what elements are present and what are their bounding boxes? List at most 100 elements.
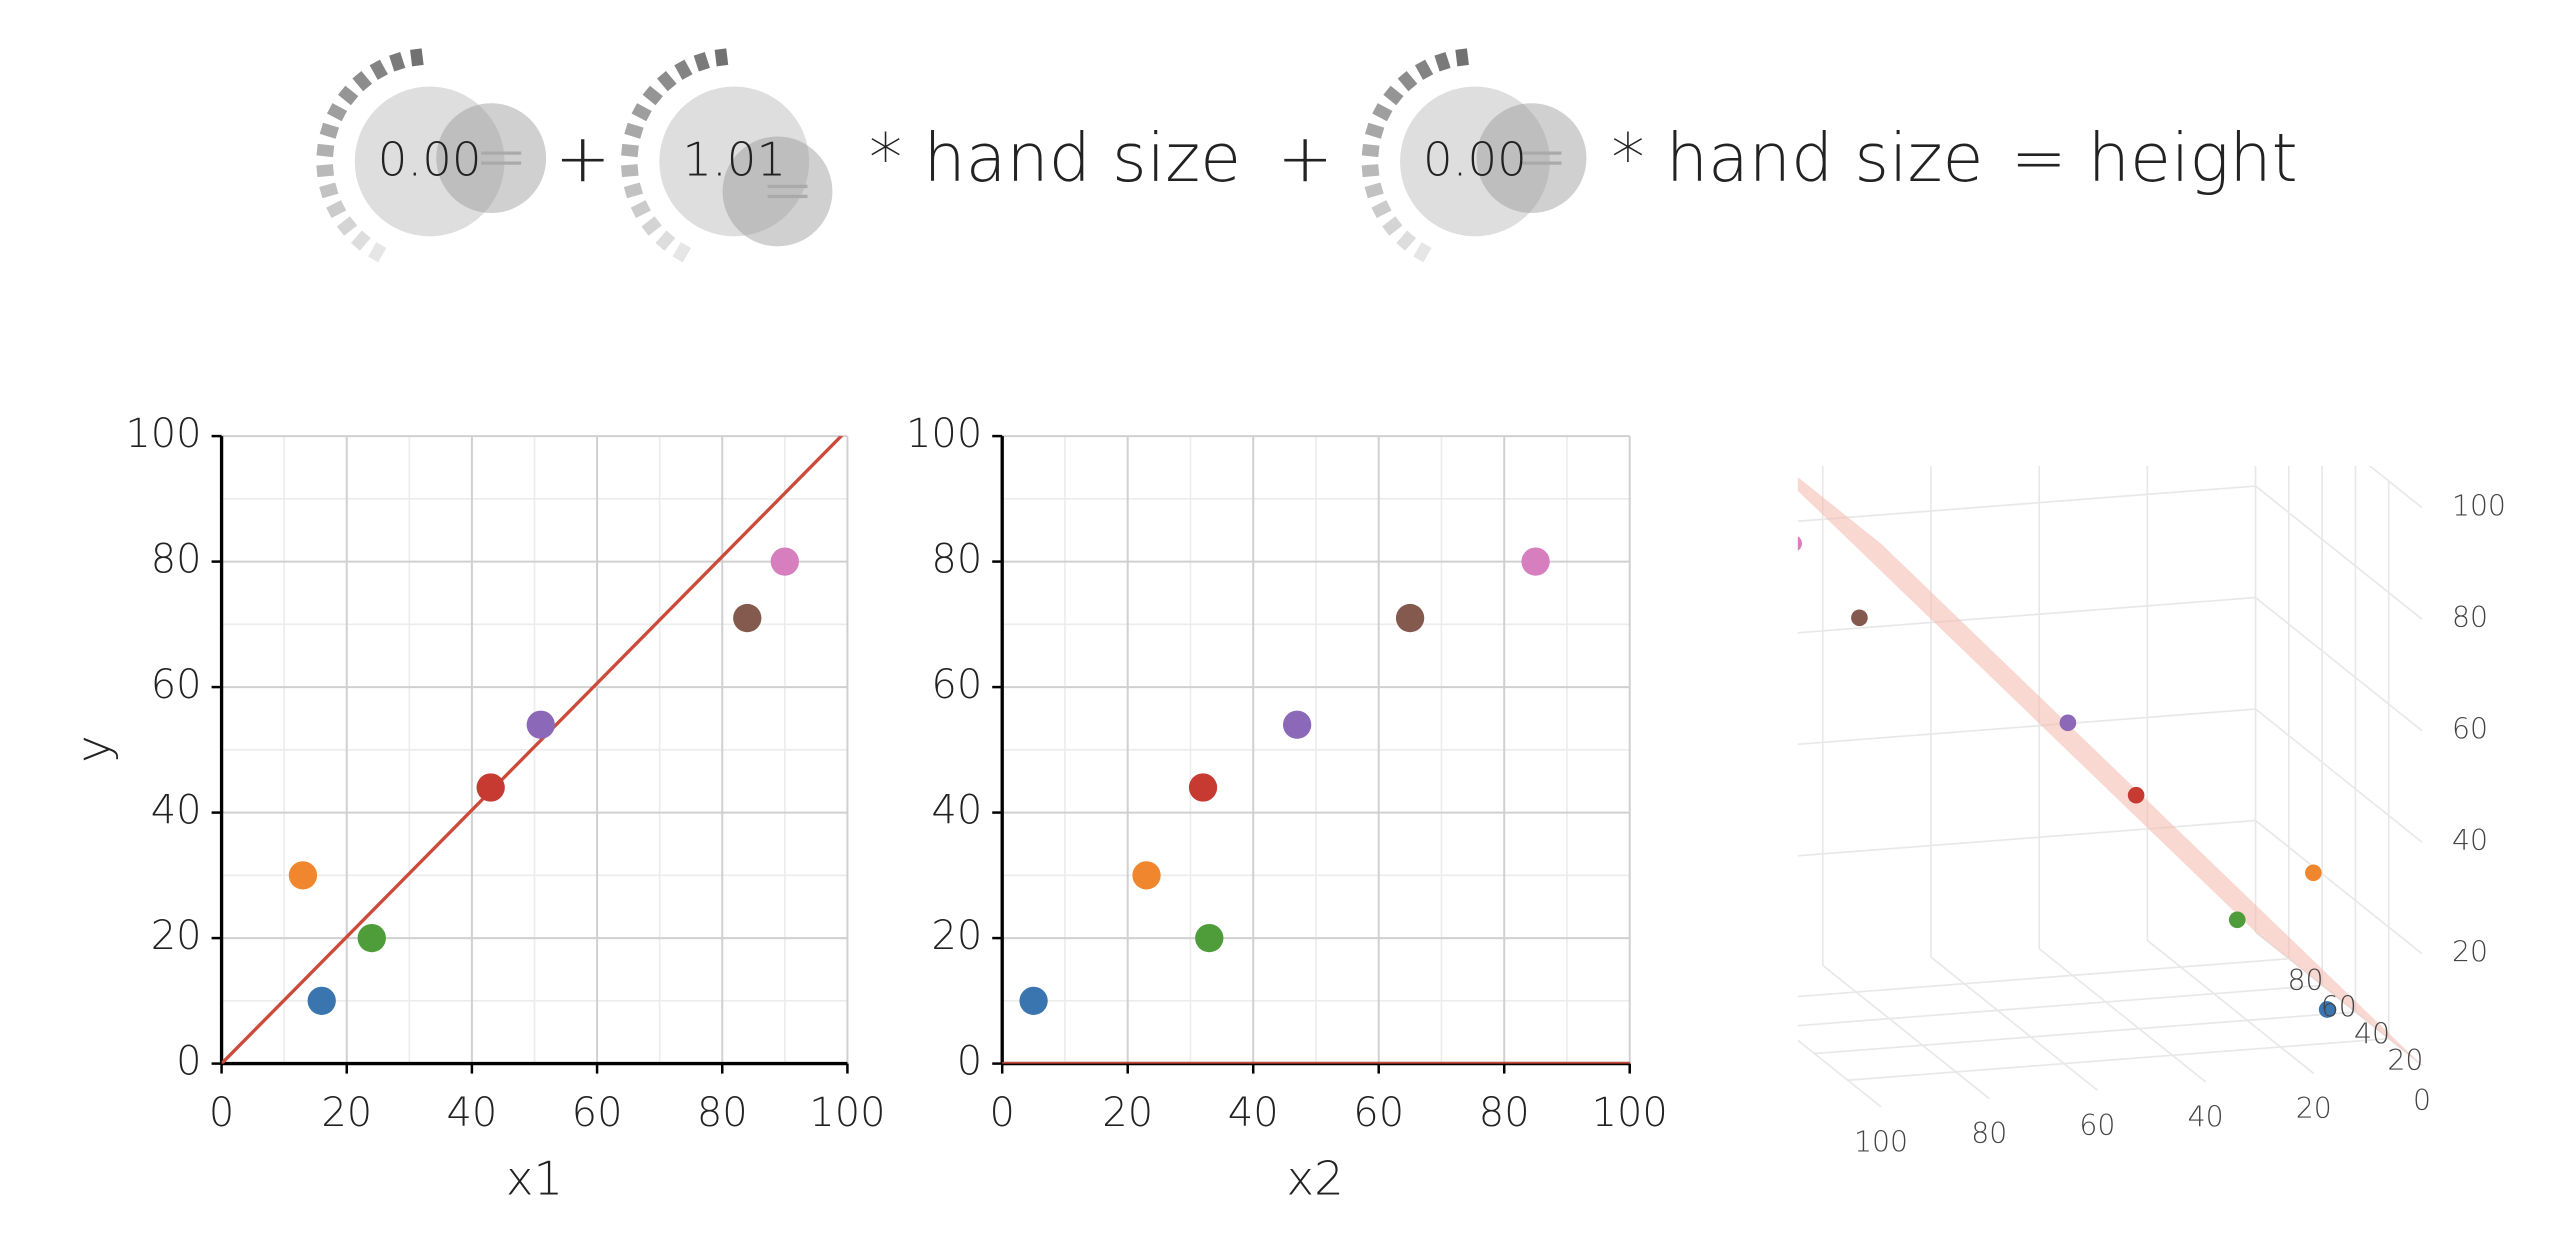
grid-line xyxy=(1847,1037,2389,1082)
x-tick-label: 60 xyxy=(572,1090,623,1136)
grid-line xyxy=(1797,596,2256,634)
data-point-3d xyxy=(1851,609,1868,627)
knob-dash xyxy=(352,71,373,92)
knob-dash xyxy=(672,242,692,263)
knob-dash xyxy=(623,182,644,199)
y-tick-label: 40 xyxy=(151,788,202,834)
knob-dash xyxy=(1396,230,1416,251)
y-tick-label: 40 xyxy=(2452,824,2488,857)
y-tick-label: 20 xyxy=(151,913,202,959)
knob-dash xyxy=(1382,216,1403,236)
knob-dash xyxy=(1364,122,1385,139)
model-plane xyxy=(1797,477,2422,1066)
data-point xyxy=(526,710,555,739)
knob-dash xyxy=(410,48,424,67)
y-tick-label: 80 xyxy=(151,537,202,583)
knob-body xyxy=(659,86,810,237)
x-tick-label: 100 xyxy=(1592,1090,1668,1136)
data-point xyxy=(288,861,318,890)
data-point xyxy=(476,773,505,802)
knob-dash xyxy=(336,216,358,236)
knob-value: 0.00 xyxy=(1423,133,1527,187)
data-point-3d xyxy=(1797,536,1802,551)
data-point xyxy=(733,603,762,633)
knob-dash xyxy=(621,143,639,158)
knob-dash xyxy=(367,242,387,263)
knob-dash xyxy=(620,164,639,178)
knob-dash xyxy=(1371,200,1392,219)
knob-dash xyxy=(693,52,710,72)
y-tick-label: 0 xyxy=(957,1039,982,1085)
knob-dash xyxy=(1397,71,1418,92)
x-tick-label: 0 xyxy=(989,1090,1014,1136)
knob-dash xyxy=(1364,182,1384,199)
knob-dash xyxy=(657,71,677,92)
data-point-3d xyxy=(2228,911,2246,929)
x-axis-title: x2 xyxy=(1287,1151,1344,1205)
y-tick-label: 60 xyxy=(931,662,982,708)
knob-handle xyxy=(722,136,833,247)
y-tick-label: 80 xyxy=(931,537,982,583)
y-tick-label: 40 xyxy=(931,788,982,834)
x1-tick-label: 0 xyxy=(2413,1084,2431,1117)
data-point xyxy=(1132,861,1161,890)
y-tick-label: 60 xyxy=(2452,713,2488,746)
term-label: * hand size xyxy=(1611,119,1983,197)
y-tick-label: 100 xyxy=(125,411,201,457)
knob-dash xyxy=(1455,48,1469,67)
data-point-3d xyxy=(2127,786,2145,804)
grid-line xyxy=(2368,466,2423,509)
data-point-3d xyxy=(2318,1001,2336,1018)
grid-line xyxy=(1814,1011,2356,1055)
knob-dash xyxy=(624,122,644,139)
y-tick-label: 20 xyxy=(2452,936,2488,969)
knob-dash xyxy=(714,48,729,67)
term-label: * hand size xyxy=(869,119,1241,197)
y-tick-label: 80 xyxy=(2452,601,2488,634)
knob-dash xyxy=(1372,103,1393,122)
data-point xyxy=(357,923,386,953)
knob-dash xyxy=(326,200,347,219)
grid-line xyxy=(2255,819,2423,955)
data-point xyxy=(1282,710,1312,739)
knob-dash xyxy=(316,143,335,158)
knob[interactable]: 0.00 xyxy=(316,48,547,263)
knob-dash xyxy=(369,59,388,80)
x-tick-label: 0 xyxy=(209,1090,234,1136)
x-tick-label: 40 xyxy=(446,1090,497,1136)
x1-tick-label: 20 xyxy=(2296,1092,2332,1125)
knob-body xyxy=(1400,86,1550,237)
grid-line xyxy=(1822,964,1990,1100)
y-axis-title: y xyxy=(66,735,120,763)
knob[interactable]: 1.01 xyxy=(620,48,833,263)
grid-line xyxy=(2255,708,2423,843)
knob-handle xyxy=(1476,103,1587,214)
x1-tick-label: 80 xyxy=(1971,1117,2007,1150)
knob-dash xyxy=(1361,143,1380,158)
knob-dash xyxy=(630,200,651,219)
data-point xyxy=(1019,986,1048,1015)
grid-line xyxy=(1797,1039,1882,1108)
knob-dash xyxy=(674,59,693,80)
knob[interactable]: 0.00 xyxy=(1361,48,1587,263)
operator: + xyxy=(555,119,611,197)
x2-tick-label: 20 xyxy=(2387,1044,2423,1077)
knob-body xyxy=(354,86,505,237)
x-tick-label: 100 xyxy=(809,1090,885,1136)
knob-dash xyxy=(389,52,406,72)
result-label: = height xyxy=(2011,119,2298,197)
data-point xyxy=(1188,773,1218,802)
knob-dash xyxy=(350,230,371,251)
data-point xyxy=(1195,923,1224,953)
grid-line xyxy=(1715,375,2256,417)
x2-tick-label: 40 xyxy=(2354,1017,2390,1050)
knob-dash xyxy=(655,230,676,251)
data-point xyxy=(1521,547,1550,576)
x2-tick-label: 60 xyxy=(2321,991,2357,1024)
grid-line xyxy=(1930,956,2098,1091)
data-point xyxy=(770,547,799,576)
x1-tick-label: 100 xyxy=(1854,1125,1908,1158)
grid-line xyxy=(2146,939,2315,1075)
data-point-3d xyxy=(2059,714,2077,732)
